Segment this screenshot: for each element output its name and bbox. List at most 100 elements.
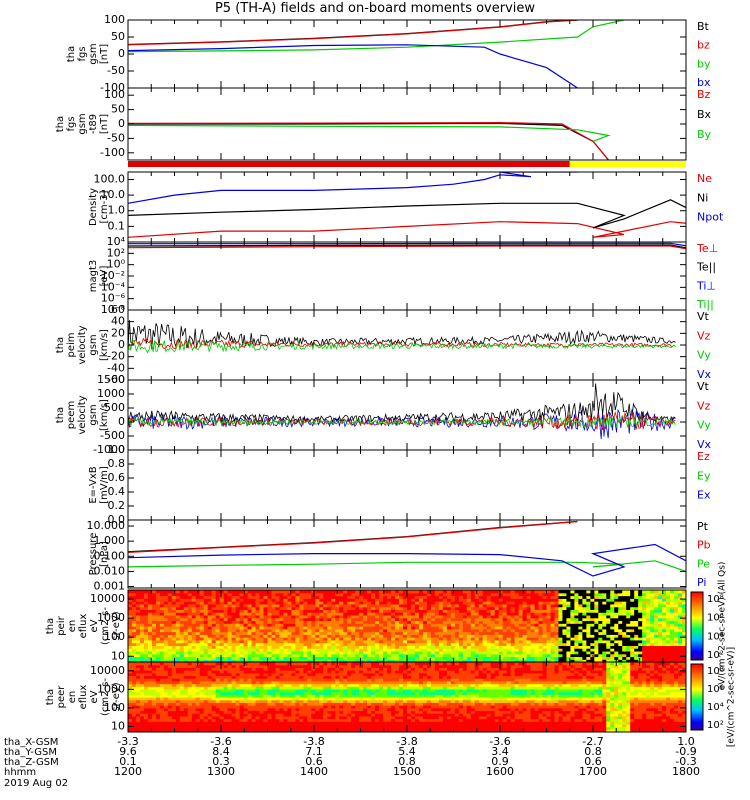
spectrogram-cell xyxy=(147,595,153,599)
spectrogram-cell xyxy=(171,675,177,679)
spectrogram-cell xyxy=(311,614,316,619)
spectrogram-cell xyxy=(303,609,308,613)
spectrogram-cell xyxy=(143,606,149,610)
spectrogram-cell xyxy=(534,601,540,605)
spectrogram-cell xyxy=(147,626,153,630)
spectrogram-cell xyxy=(183,697,189,701)
spectrogram-cell xyxy=(502,628,508,633)
spectrogram-cell xyxy=(410,639,416,644)
spectrogram-cell xyxy=(315,617,320,622)
spectrogram-cell xyxy=(410,642,416,646)
spectrogram-cell xyxy=(128,650,133,655)
spectrogram-cell xyxy=(207,614,213,619)
spectrogram-cell xyxy=(550,620,556,624)
spectrogram-cell xyxy=(151,707,157,712)
spectrogram-cell xyxy=(598,650,603,655)
spectrogram-cell xyxy=(163,601,169,605)
spectrogram-cell xyxy=(510,650,516,655)
spectrogram-cell xyxy=(147,612,153,616)
spectrogram-cell xyxy=(147,590,153,594)
spectrogram-cell xyxy=(598,623,603,627)
spectrogram-cell xyxy=(494,631,500,635)
spectrogram-cell xyxy=(562,598,568,602)
y-axis-label: sr-eV) xyxy=(111,611,122,640)
spectrogram-cell xyxy=(494,634,500,638)
spectrogram-cell xyxy=(403,656,408,660)
spectrogram-cell xyxy=(606,592,611,597)
spectrogram-cell xyxy=(490,634,496,638)
spectrogram-cell xyxy=(367,653,372,658)
spectrogram-cell xyxy=(510,601,516,605)
spectrogram-cell xyxy=(638,659,643,662)
spectrogram-cell xyxy=(163,628,169,633)
spectrogram-cell xyxy=(295,645,300,649)
spectrogram-cell xyxy=(187,697,193,701)
spectrogram-cell xyxy=(259,592,265,597)
spectrogram-cell xyxy=(482,603,488,608)
spectrogram-cell xyxy=(191,637,197,641)
spectrogram-cell xyxy=(199,707,205,712)
spectrogram-cell xyxy=(414,639,420,644)
spectrogram-cell xyxy=(474,648,480,652)
spectrogram-cell xyxy=(159,686,165,690)
spectrogram-cell xyxy=(375,656,380,660)
spectrogram-cell xyxy=(594,634,599,638)
spectrogram-cell xyxy=(355,659,360,662)
spectrogram-cell xyxy=(199,662,205,666)
spectrogram-cell xyxy=(251,634,257,638)
spectrogram-cell xyxy=(283,603,289,608)
spectrogram-cell xyxy=(195,623,201,627)
spectrogram-cell xyxy=(219,634,225,638)
spectrogram-cell xyxy=(514,642,520,646)
spectrogram-cell xyxy=(482,648,488,652)
spectrogram-cell xyxy=(510,626,516,630)
spectrogram-cell xyxy=(407,656,412,660)
spectrogram-cell xyxy=(171,603,177,608)
series-Pi xyxy=(128,543,686,577)
spectrogram-cell xyxy=(215,678,221,682)
spectrogram-cell xyxy=(199,699,205,703)
spectrogram-cell xyxy=(610,603,615,608)
spectrogram-cell xyxy=(291,590,296,594)
spectrogram-cell xyxy=(283,650,289,655)
spectrogram-cell xyxy=(243,653,249,658)
spectrogram-cell xyxy=(391,592,396,597)
spectrogram-cell xyxy=(167,642,173,646)
spectrogram-cell xyxy=(407,642,412,646)
spectrogram-cell xyxy=(410,620,416,624)
spectrogram-cell xyxy=(287,595,293,599)
spectrogram-cell xyxy=(502,603,508,608)
spectrogram-cell xyxy=(128,592,133,597)
spectrogram-cell xyxy=(674,626,679,630)
spectrogram-cell xyxy=(303,623,308,627)
spectrogram-cell xyxy=(574,639,579,644)
spectrogram-cell xyxy=(195,697,201,701)
spectrogram-cell xyxy=(211,623,217,627)
spectrogram-cell xyxy=(319,626,324,630)
spectrogram-cell xyxy=(403,617,408,622)
spectrogram-cell xyxy=(279,617,285,622)
spectrogram-cell xyxy=(143,678,149,682)
spectrogram-cell xyxy=(335,639,340,644)
spectrogram-cell xyxy=(191,650,197,655)
spectrogram-cell xyxy=(494,653,500,658)
spectrogram-cell xyxy=(454,620,460,624)
spectrogram-cell xyxy=(335,648,340,652)
spectrogram-cell xyxy=(562,628,568,633)
spectrogram-cell xyxy=(438,590,444,594)
spectrogram-cell xyxy=(175,601,181,605)
spectrogram-cell xyxy=(175,672,181,677)
spectrogram-cell xyxy=(271,623,277,627)
spectrogram-cell xyxy=(207,675,213,679)
spectrogram-cell xyxy=(426,612,432,616)
spectrogram-cell xyxy=(510,634,516,638)
spectrogram-cell xyxy=(550,645,556,649)
spectrogram-cell xyxy=(143,688,149,693)
spectrogram-cell xyxy=(155,680,161,685)
legend-Te||: Te|| xyxy=(696,261,716,274)
spectrogram-cell xyxy=(211,592,217,597)
spectrogram-cell xyxy=(211,612,217,616)
spectrogram-cell xyxy=(526,606,532,610)
spectrogram-cell xyxy=(131,664,137,668)
spectrogram-cell xyxy=(610,656,615,660)
